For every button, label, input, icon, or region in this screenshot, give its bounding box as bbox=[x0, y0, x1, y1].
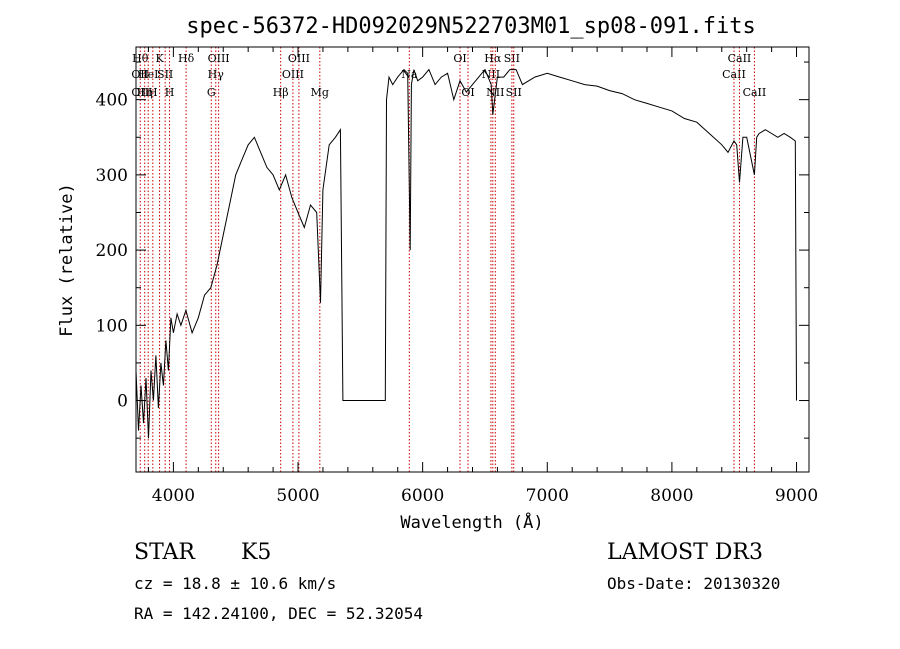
marker-label-8-0: G bbox=[207, 86, 216, 99]
marker-label-25-0: CaII bbox=[743, 86, 767, 99]
x-axis-label: Wavelength (Å) bbox=[400, 511, 543, 533]
marker-label-19-0: Hα bbox=[484, 52, 502, 65]
marker-label-6-0: H bbox=[165, 86, 175, 99]
y-tick-label-3: 300 bbox=[96, 166, 128, 186]
redshift-text: cz = 18.8 ± 10.6 km/s bbox=[134, 574, 336, 593]
x-tick-label-2: 6000 bbox=[401, 486, 444, 506]
spectrum-line-0 bbox=[135, 68, 797, 439]
object-class: STAR bbox=[134, 540, 196, 565]
observation-date: Obs-Date: 20130320 bbox=[607, 574, 780, 593]
marker-label-14-0: Mg bbox=[311, 86, 329, 99]
marker-label-17-0: OI bbox=[461, 86, 474, 99]
x-tick-label-0: 4000 bbox=[152, 486, 195, 506]
marker-label-4-0: K bbox=[155, 52, 164, 65]
marker-label-23-0: CaII bbox=[722, 68, 746, 81]
marker-label-0-0: Hθ bbox=[132, 52, 149, 65]
marker-label-10-0: OIII bbox=[208, 52, 230, 65]
y-tick-label-2: 200 bbox=[96, 241, 128, 261]
plot-frame bbox=[135, 46, 810, 473]
x-tick-label-3: 7000 bbox=[526, 486, 569, 506]
marker-label-16-0: OI bbox=[453, 52, 466, 65]
spectral-subclass: K5 bbox=[241, 540, 271, 565]
y-tick-label-4: 400 bbox=[96, 91, 128, 111]
y-axis: 0 100 200 300 400 bbox=[96, 61, 809, 439]
marker-label-12-0: OIII bbox=[282, 68, 304, 81]
x-tick-label-1: 5000 bbox=[276, 486, 319, 506]
y-axis-label: Flux (relative) bbox=[57, 183, 77, 337]
marker-label-1-0: Hη bbox=[137, 86, 153, 99]
y-tick-label-0: 0 bbox=[117, 392, 128, 412]
marker-label-18-0: NII bbox=[482, 68, 500, 81]
y-tick-label-1: 100 bbox=[96, 316, 128, 336]
x-tick-label-4: 8000 bbox=[650, 486, 693, 506]
marker-label-22-0: SII bbox=[506, 86, 522, 99]
marker-label-9-0: Hγ bbox=[208, 68, 225, 81]
x-tick-label-5: 9000 bbox=[775, 486, 818, 506]
marker-label-3-0: H bbox=[148, 86, 158, 99]
marker-label-21-0: SII bbox=[504, 52, 520, 65]
x-axis: 4000 5000 6000 7000 8000 9000 bbox=[147, 47, 818, 506]
marker-label-5-0: SII bbox=[157, 68, 173, 81]
survey-name: LAMOST DR3 bbox=[607, 540, 763, 565]
marker-label-7-0: Hδ bbox=[178, 52, 195, 65]
marker-label-24-0: CaII bbox=[728, 52, 752, 65]
marker-label-11-0: Hβ bbox=[273, 86, 289, 99]
chart-title: spec-56372-HD092029N522703M01_sp08-091.f… bbox=[186, 14, 756, 39]
series-layer bbox=[135, 68, 797, 439]
marker-label-2-0: HeI bbox=[138, 68, 158, 81]
coordinates-text: RA = 142.24100, DEC = 52.32054 bbox=[134, 604, 423, 623]
marker-label-13-0: OIII bbox=[288, 52, 310, 65]
